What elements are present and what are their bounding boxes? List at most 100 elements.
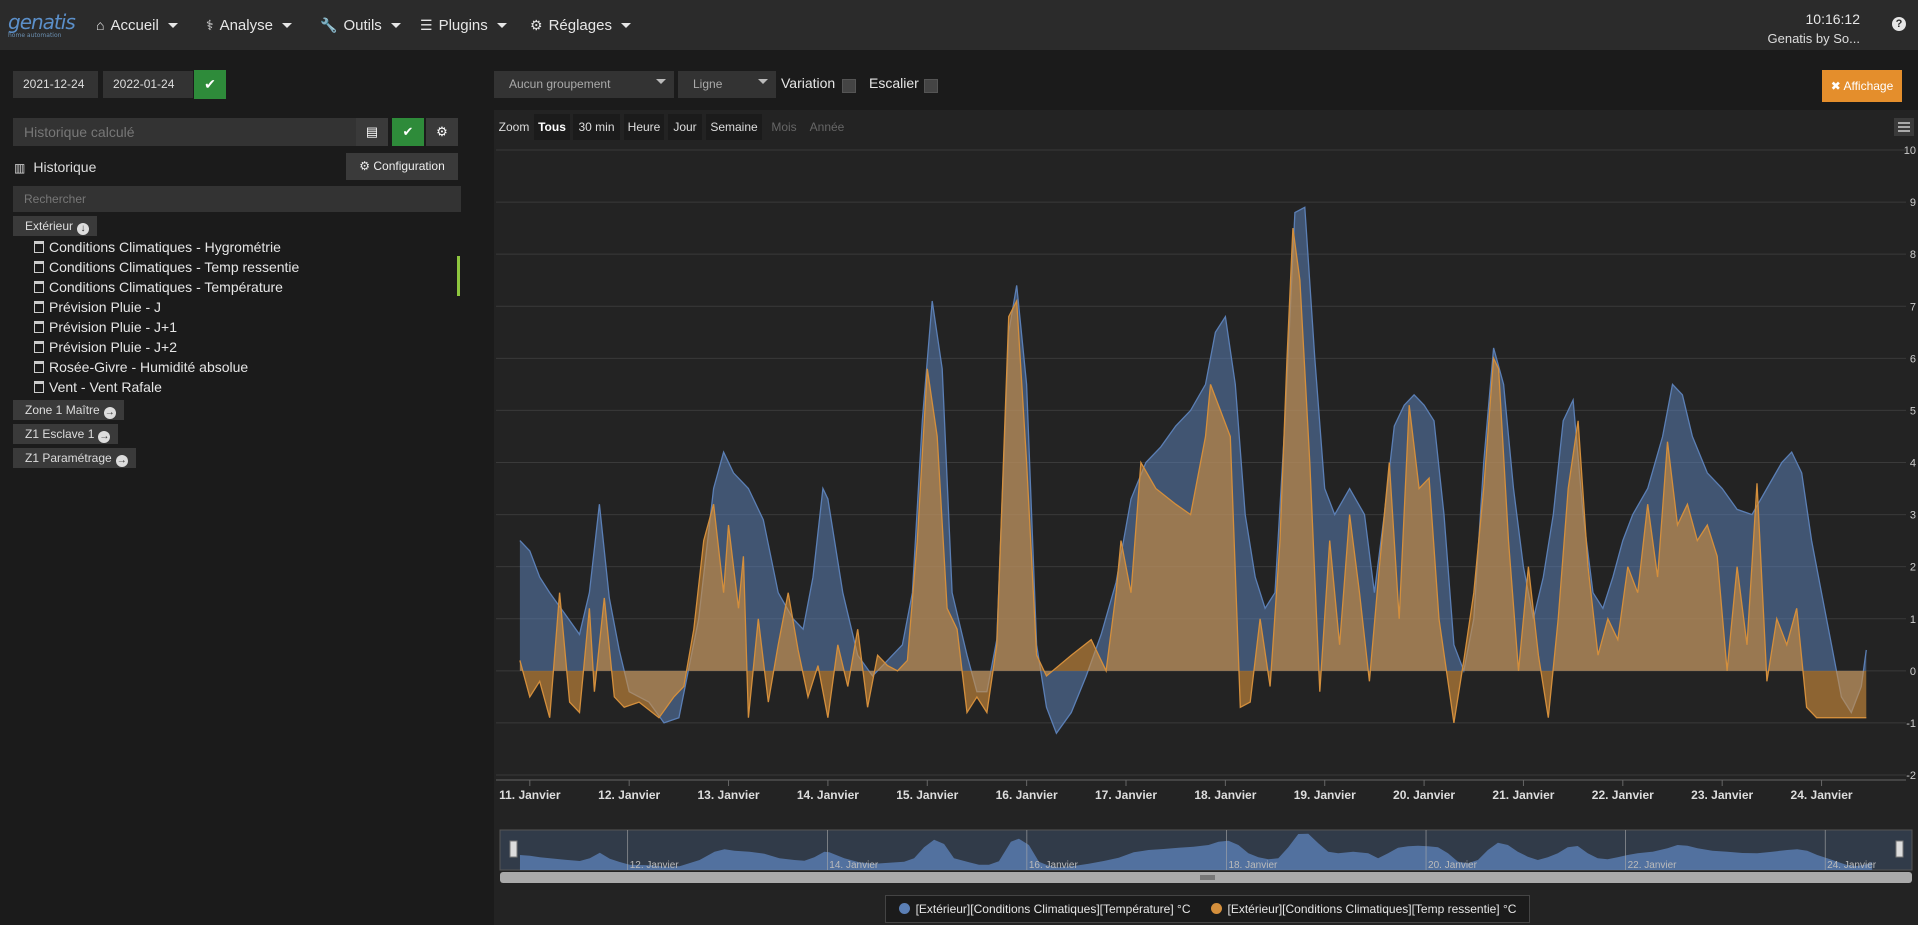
history-item-label: Conditions Climatiques - Temp ressentie xyxy=(49,259,300,275)
history-item[interactable]: Rosée-Givre - Humidité absolue xyxy=(34,359,248,377)
grouping-value: Aucun groupement xyxy=(509,77,611,91)
trash-icon[interactable] xyxy=(34,361,44,373)
clock: 10:16:12 Genatis by So... xyxy=(1768,9,1861,49)
nav-accueil-label: Accueil xyxy=(110,16,159,34)
history-item[interactable]: Conditions Climatiques - Température xyxy=(34,279,283,297)
check-icon: ✔ xyxy=(204,76,216,92)
history-item-label: Rosée-Givre - Humidité absolue xyxy=(49,359,249,375)
zoom-day-button[interactable]: Jour xyxy=(668,114,702,140)
nav-outils-label: Outils xyxy=(343,16,382,34)
help-icon[interactable]: ? xyxy=(1892,17,1906,31)
trash-icon[interactable] xyxy=(34,261,44,273)
nav-plugins[interactable]: ☰ Plugins xyxy=(420,0,507,50)
group-exterieur-label: Extérieur xyxy=(25,219,74,233)
legend-dot xyxy=(898,903,910,914)
calc-settings-button[interactable]: ⚙ xyxy=(426,118,458,146)
group-z1-esclave[interactable]: Z1 Esclave 1 → xyxy=(13,424,119,444)
nav-analyse[interactable]: ⚕ Analyse xyxy=(206,0,292,50)
close-icon: ✖ xyxy=(1830,79,1841,93)
zoom-hour-button[interactable]: Heure xyxy=(624,114,664,140)
legend-label: [Extérieur][Conditions Climatiques][Temp… xyxy=(915,902,1191,916)
chevron-down-icon xyxy=(281,22,292,28)
group-label: Z1 Paramétrage xyxy=(25,451,112,465)
grouping-select[interactable]: Aucun groupement xyxy=(494,71,674,98)
list-button[interactable]: ▤ xyxy=(356,118,388,146)
display-button[interactable]: ✖ Affichage xyxy=(1822,70,1902,102)
group-exterieur[interactable]: Extérieur ↓ xyxy=(13,216,98,236)
chart-type-value: Ligne xyxy=(693,77,723,91)
logo-text: genatis xyxy=(8,10,76,34)
nav-accueil[interactable]: ⌂ Accueil xyxy=(96,0,178,50)
stethoscope-icon: ⚕ xyxy=(206,16,214,33)
legend-dot xyxy=(1210,903,1222,914)
chevron-down-icon xyxy=(620,22,631,28)
variation-checkbox[interactable] xyxy=(842,79,856,93)
calc-history-input[interactable]: Historique calculé xyxy=(13,118,356,146)
nav-analyse-label: Analyse xyxy=(219,16,273,34)
cogs-icon: ⚙ xyxy=(359,159,371,173)
chevron-down-icon xyxy=(656,79,666,84)
variation-label: Variation xyxy=(781,75,836,91)
history-item[interactable]: Vent - Vent Rafale xyxy=(34,379,162,397)
history-title-label: Historique xyxy=(33,159,97,175)
legend-item-temp-ressentie[interactable]: [Extérieur][Conditions Climatiques][Temp… xyxy=(1210,902,1517,916)
chart-type-select[interactable]: Ligne xyxy=(678,71,776,98)
trash-icon[interactable] xyxy=(34,381,44,393)
nav-plugins-label: Plugins xyxy=(438,16,488,34)
zoom-all-button[interactable]: Tous xyxy=(534,114,570,140)
nav-reglages[interactable]: ⚙ Réglages xyxy=(530,0,631,50)
stair-checkbox[interactable] xyxy=(924,79,938,93)
list-icon: ▤ xyxy=(365,124,379,139)
scroll-indicator[interactable] xyxy=(457,256,460,296)
zoom-30min-button[interactable]: 30 min xyxy=(573,114,620,140)
chevron-down-icon xyxy=(496,22,507,28)
trash-icon[interactable] xyxy=(34,301,44,313)
group-zone1-maitre[interactable]: Zone 1 Maître → xyxy=(13,400,124,420)
history-item[interactable]: Prévision Pluie - J xyxy=(34,299,161,317)
date-start-input[interactable]: 2021-12-24 xyxy=(13,71,98,98)
apply-date-button[interactable]: ✔ xyxy=(194,70,226,99)
nav-reglages-label: Réglages xyxy=(548,16,612,34)
cogs-icon: ⚙ xyxy=(436,124,448,139)
zoom-month-button[interactable]: Mois xyxy=(771,120,797,134)
trash-icon[interactable] xyxy=(34,321,44,333)
genatis-logo[interactable]: genatis home automation xyxy=(8,10,76,39)
zoom-label: Zoom xyxy=(498,120,530,134)
chevron-down-icon xyxy=(390,22,401,28)
home-icon: ⌂ xyxy=(96,17,105,33)
search-input[interactable]: Rechercher xyxy=(13,186,461,212)
nav-outils[interactable]: 🔧 Outils xyxy=(320,0,401,50)
legend-item-temperature[interactable]: [Extérieur][Conditions Climatiques][Temp… xyxy=(898,902,1191,916)
history-title: ▥ Historique xyxy=(14,159,96,175)
trash-icon[interactable] xyxy=(34,341,44,353)
clock-time: 10:16:12 xyxy=(1805,11,1861,27)
configuration-label: Configuration xyxy=(373,159,445,173)
chart-legend: [Extérieur][Conditions Climatiques][Temp… xyxy=(885,895,1530,923)
cog-icon: ⚙ xyxy=(530,16,543,33)
history-item-label: Prévision Pluie - J xyxy=(49,299,162,315)
user-name[interactable]: Genatis by So... xyxy=(1767,31,1861,46)
legend-label: [Extérieur][Conditions Climatiques][Temp… xyxy=(1227,902,1517,916)
validate-calc-button[interactable]: ✔ xyxy=(392,118,424,146)
history-item[interactable]: Conditions Climatiques - Temp ressentie xyxy=(34,259,299,277)
history-item-label: Prévision Pluie - J+1 xyxy=(49,319,178,335)
history-item-label: Conditions Climatiques - Température xyxy=(49,279,283,295)
stair-label: Escalier xyxy=(869,75,919,91)
check-icon: ✔ xyxy=(402,124,414,139)
group-z1-parametrage[interactable]: Z1 Paramétrage → xyxy=(13,448,136,468)
zoom-year-button[interactable]: Année xyxy=(809,120,845,134)
history-item-label: Vent - Vent Rafale xyxy=(49,379,162,395)
date-end-input[interactable]: 2022-01-24 xyxy=(103,71,193,98)
chart-panel xyxy=(494,110,1918,925)
history-item[interactable]: Prévision Pluie - J+2 xyxy=(34,339,177,357)
arrow-circle-right-icon: → xyxy=(98,431,111,443)
history-item[interactable]: Prévision Pluie - J+1 xyxy=(34,319,177,337)
trash-icon[interactable] xyxy=(34,281,44,293)
chart-menu-icon[interactable] xyxy=(1894,118,1914,136)
history-item[interactable]: Conditions Climatiques - Hygrométrie xyxy=(34,239,281,257)
zoom-week-button[interactable]: Semaine xyxy=(706,114,762,140)
trash-icon[interactable] xyxy=(34,241,44,253)
configuration-button[interactable]: ⚙ Configuration xyxy=(346,153,458,180)
logo-subtitle: home automation xyxy=(8,32,62,39)
history-item-label: Conditions Climatiques - Hygrométrie xyxy=(49,239,281,255)
